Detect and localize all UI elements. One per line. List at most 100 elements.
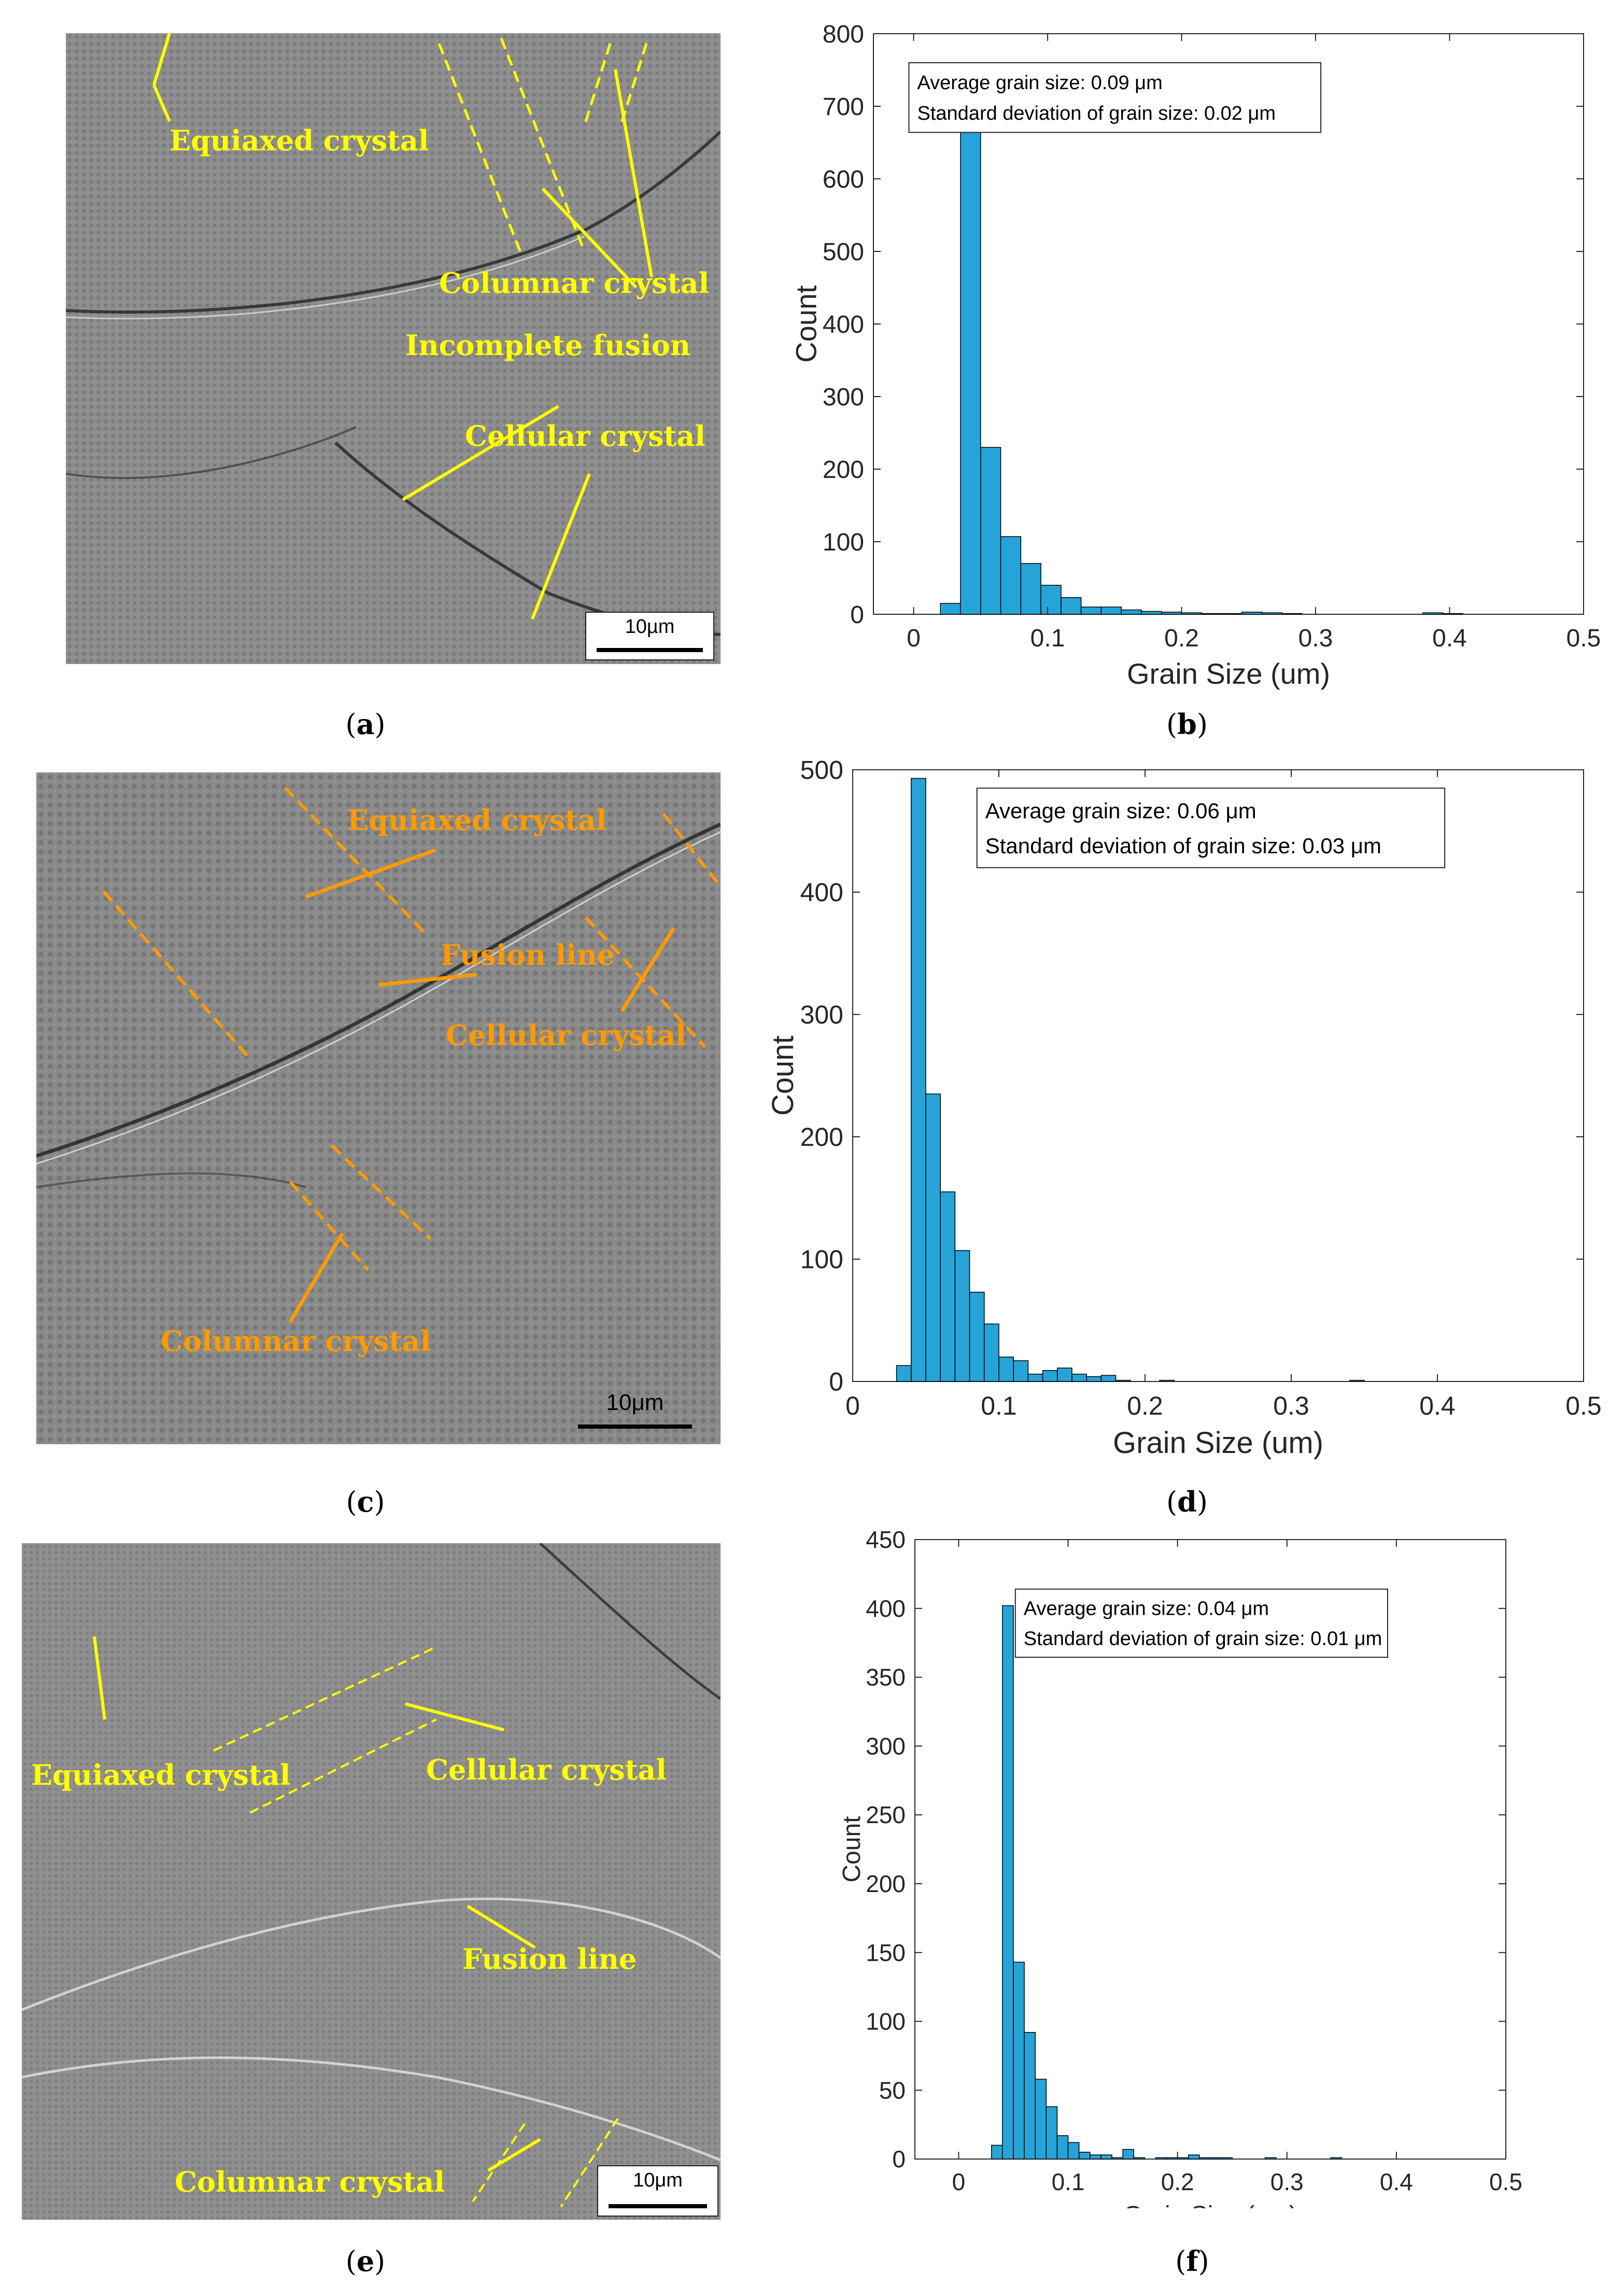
- scale-bar-label: 10μm: [606, 1390, 664, 1415]
- y-tick-label: 300: [866, 1732, 906, 1759]
- x-tick-label: 0.1: [1030, 625, 1065, 652]
- histogram-bar: [1199, 2157, 1211, 2160]
- x-tick-label: 0.2: [1164, 625, 1199, 652]
- y-tick-label: 350: [866, 1664, 906, 1691]
- label-fusion-line: Fusion line: [462, 1942, 637, 1976]
- stats-annotation-box: [1014, 1588, 1388, 1658]
- histogram-f-svg: 0 0.1 0.2 0.3 0.4 0.5 0 50 100 150 200 250 300 350 400…: [838, 1526, 1522, 2208]
- x-axis-label: Grain Size (um): [1127, 657, 1330, 690]
- caption-a: (a): [345, 708, 386, 741]
- x-tick-label: 0.1: [1052, 2168, 1085, 2195]
- histogram-bar: [1046, 2106, 1058, 2160]
- histogram-bar: [1166, 2157, 1178, 2160]
- y-tick-label: 250: [866, 1801, 906, 1828]
- histogram-bar: [1177, 2157, 1189, 2160]
- label-columnar-crystal: Columnar crystal: [161, 1324, 431, 1358]
- caption-b-letter: b: [1177, 708, 1197, 741]
- histogram-bar: [954, 1250, 970, 1382]
- y-tick-label: 400: [823, 311, 864, 338]
- histogram-bar: [991, 2145, 1003, 2160]
- histogram-bar: [1210, 2157, 1222, 2160]
- y-tick-label: 300: [800, 1000, 843, 1029]
- y-tick-label: 800: [823, 21, 864, 48]
- histogram-bar: [940, 603, 961, 615]
- caption-c-letter: c: [357, 1485, 374, 1518]
- x-tick-label: 0: [845, 1391, 860, 1420]
- histogram-bar: [984, 1323, 999, 1382]
- histogram-bar: [1181, 612, 1203, 615]
- histogram-bar: [980, 447, 1001, 615]
- histogram-bar: [960, 95, 981, 615]
- histogram-d: 0 0.1 0.2 0.3 0.4 0.5 0 100 200 300 400 500 Grain Si…: [767, 752, 1607, 1488]
- histogram-bar: [1264, 2157, 1277, 2160]
- y-tick-label: 100: [800, 1245, 843, 1274]
- caption-d: (d): [1166, 1485, 1208, 1518]
- histogram-bar: [1002, 1605, 1014, 2160]
- histogram-bar: [1067, 2142, 1080, 2160]
- y-axis-label: Count: [838, 1816, 866, 1882]
- x-tick-label: 0.3: [1298, 625, 1333, 652]
- x-tick-label: 0.4: [1432, 625, 1467, 652]
- histogram-bar: [1061, 597, 1082, 615]
- y-tick-label: 0: [850, 601, 864, 629]
- y-tick-label: 100: [866, 2008, 906, 2035]
- label-equiaxed-crystal: Equiaxed crystal: [170, 124, 429, 157]
- stats-annotation-line: Standard deviation of grain size: 0.02 μ…: [917, 103, 1276, 124]
- label-columnar-crystal: Columnar crystal: [439, 266, 709, 300]
- histogram-bar: [1100, 2154, 1112, 2160]
- histogram-bar: [1090, 2154, 1102, 2160]
- plot-area: [852, 769, 1584, 1382]
- sem-image-a: Equiaxed crystal Columnar crystal Incomp…: [66, 33, 721, 664]
- scale-bar-line: [609, 2204, 707, 2208]
- y-tick-label: 400: [866, 1595, 906, 1622]
- histogram-bar: [1100, 606, 1122, 615]
- label-cellular-crystal: Cellular crystal: [446, 1019, 686, 1052]
- sem-overlay-a: [66, 33, 721, 664]
- y-tick-label: 500: [800, 756, 843, 785]
- x-tick-label: 0.1: [981, 1391, 1017, 1420]
- histogram-bar: [940, 1191, 956, 1382]
- x-tick-label: 0.3: [1273, 1391, 1309, 1420]
- y-axis-label: Count: [767, 1036, 800, 1116]
- histogram-bar: [1024, 2032, 1036, 2160]
- histogram-bar: [1013, 1360, 1029, 1382]
- scale-bar-label: 10µm: [625, 616, 675, 638]
- histogram-bar: [1422, 612, 1444, 615]
- histogram-bar: [911, 778, 926, 1382]
- y-tick-label: 200: [823, 456, 864, 484]
- x-tick-label: 0: [907, 625, 921, 652]
- histogram-bar: [1121, 609, 1142, 615]
- sem-image-e: Equiaxed crystal Cellular crystal Fusion…: [22, 1543, 721, 2220]
- label-fusion-line: Fusion line: [441, 938, 615, 971]
- y-tick-label: 50: [879, 2077, 906, 2104]
- caption-e-letter: e: [356, 2245, 375, 2278]
- scale-bar: 10μm: [597, 2165, 718, 2217]
- histogram-bar: [1040, 585, 1062, 615]
- y-tick-label: 0: [829, 1367, 843, 1397]
- x-tick-label: 0.3: [1270, 2168, 1304, 2195]
- x-tick-label: 0.4: [1380, 2168, 1413, 2195]
- histogram-bar: [1133, 2157, 1146, 2160]
- stats-annotation-line: Standard deviation of grain size: 0.01 μ…: [1024, 1628, 1382, 1649]
- histogram-bar: [1078, 2151, 1091, 2160]
- x-tick-label: 0.5: [1489, 2168, 1522, 2195]
- caption-c: (c): [346, 1485, 385, 1518]
- y-tick-label: 200: [800, 1123, 843, 1152]
- histogram-bar: [1111, 2157, 1123, 2160]
- y-tick-label: 500: [823, 238, 864, 266]
- label-incomplete-fusion: Incomplete fusion: [405, 329, 690, 362]
- histogram-bar: [1100, 1375, 1117, 1382]
- stats-annotation-line: Average grain size: 0.09 μm: [917, 72, 1163, 94]
- x-tick-label: 0.5: [1565, 1391, 1602, 1420]
- histogram-bar: [1042, 1370, 1058, 1382]
- y-tick-label: 400: [800, 878, 843, 907]
- histogram-d-svg: 0 0.1 0.2 0.3 0.4 0.5 0 100 200 300 400 500 Grain Si…: [767, 756, 1602, 1460]
- histogram-bar: [1330, 2157, 1343, 2160]
- stats-annotation-box: [976, 787, 1446, 868]
- caption-a-letter: a: [356, 708, 375, 741]
- caption-f-letter: f: [1186, 2245, 1198, 2278]
- sem-overlay-e: [22, 1543, 721, 2220]
- histogram-b-svg: 0 0.1 0.2 0.3 0.4 0.5 0 100 200 300 400 500 600 700 80…: [790, 21, 1601, 690]
- sem-image-c: Equiaxed crystal Fusion line Cellular cr…: [36, 772, 721, 1444]
- histogram-bar: [1349, 1379, 1365, 1382]
